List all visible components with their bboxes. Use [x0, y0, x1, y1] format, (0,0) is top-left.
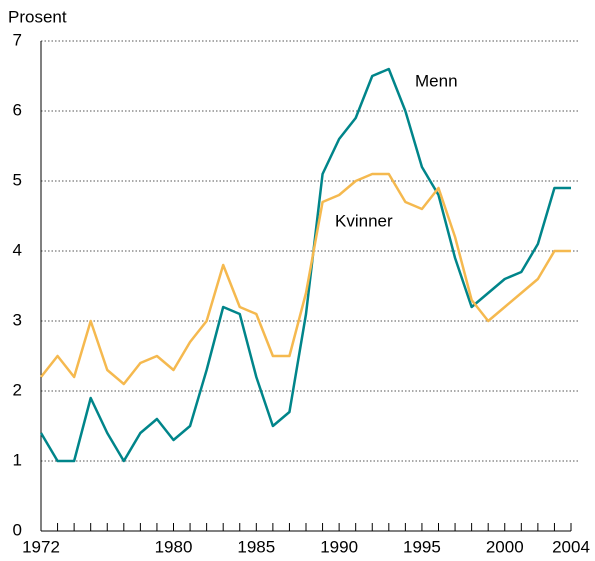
y-tick-label: 5 [13, 170, 22, 189]
x-tick-label: 2000 [486, 537, 524, 556]
y-tick-label: 4 [13, 240, 22, 259]
series-label: Kvinner [335, 211, 393, 230]
y-tick-label: 3 [13, 310, 22, 329]
series-line [39, 67, 571, 463]
y-tick-label: 7 [13, 30, 22, 49]
y-tick-label: 6 [13, 100, 22, 119]
y-tick-label: 2 [13, 380, 22, 399]
x-tick-label: 1995 [403, 537, 441, 556]
series-line [40, 172, 571, 386]
x-tick-label: 1985 [237, 537, 275, 556]
x-tick-label: 1972 [22, 537, 60, 556]
x-tick-label: 1990 [320, 537, 358, 556]
x-tick-label: 1980 [155, 537, 193, 556]
series-label: Menn [415, 71, 458, 90]
x-tick-label: 2004 [552, 537, 590, 556]
y-tick-label: 1 [13, 450, 22, 469]
y-axis-label: Prosent [8, 7, 67, 26]
y-tick-label: 0 [13, 520, 22, 539]
